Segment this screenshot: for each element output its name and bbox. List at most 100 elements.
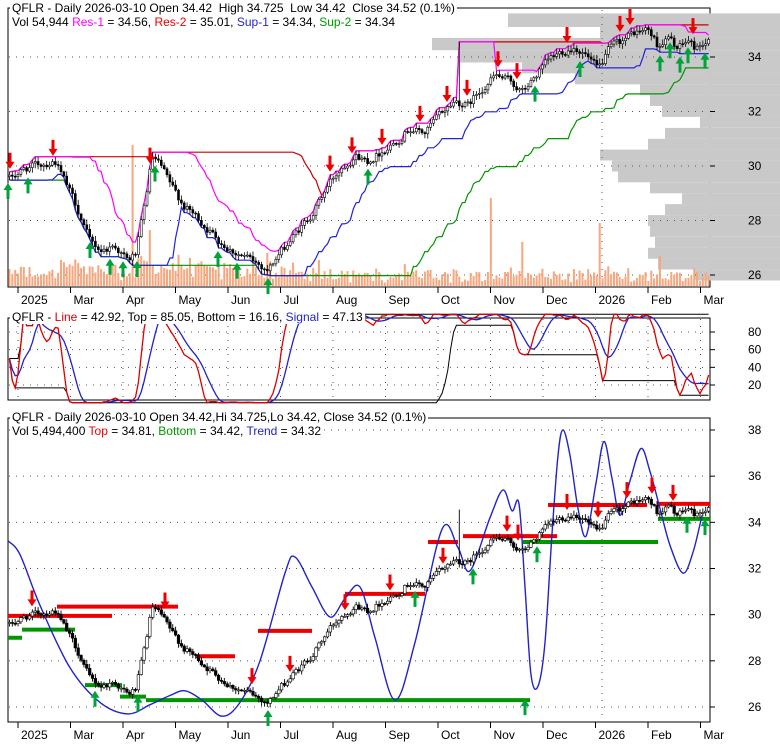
buy-arrow [90,690,100,707]
panel3-x-tick-label: Apr [126,728,145,742]
panel1-signal-arrows [3,9,710,294]
panel2-axes: 80 60 40 20 [710,325,762,392]
buy-arrow [3,182,13,199]
panel1-x-tick-label: Jul [284,293,299,307]
buy-arrow [213,251,223,268]
panel1-volume-bars [8,145,710,286]
panel3-x-tick-label: Jul [284,728,299,742]
sell-arrow [247,668,257,685]
panel3-title: QFLR - Daily 2026-03-10 Open 34.42,Hi 34… [10,410,429,424]
panel3-x-tick-label: Sep [389,728,411,742]
sell-arrow [668,484,678,501]
buy-arrow [263,709,273,726]
sell-arrow [512,63,522,80]
sell-arrow [622,482,632,499]
panel3-candles [7,495,711,708]
sell-arrow [513,524,523,541]
panel3-x-tick-label: Oct [441,728,460,742]
header-segment: = 34.32 [277,424,322,438]
sell-arrow [415,105,425,122]
sell-arrow [562,493,572,510]
buy-arrow [263,277,273,294]
panel2-y-tick-label: 60 [748,343,762,357]
header-segment: QFLR - [12,310,55,324]
header-segment: Vol 54,944 [12,15,73,29]
sell-arrow [160,592,170,609]
panel1-x-tick-label: Oct [441,293,460,307]
panel3-y-tick-label: 28 [748,654,762,668]
buy-arrow [105,258,115,275]
panel1-axes: 34 32 30 28 26 2025 Mar Apr May Jun Jul Aug Sep Oct No… [17,50,762,307]
sell-arrow [493,51,503,68]
panel1-x-tick-label: May [179,293,202,307]
panel2-oscillator [7,317,711,401]
header-segment: = 34.34, [268,15,320,29]
sell-arrow [285,655,295,672]
sell-arrow [562,26,572,43]
buy-arrow [468,568,478,585]
panel2-plot-frame [7,317,711,401]
panel3-x-tick-label: Mar [74,728,95,742]
panel3-trend-wave [7,429,703,717]
panel2-title: QFLR - Line = 42.92, Top = 85.05, Bottom… [10,311,365,324]
panel3-y-tick-label: 38 [748,423,762,437]
panel3-y-tick-label: 30 [748,608,762,622]
panel2-y-tick-label: 40 [748,360,762,374]
header-segment: Line [54,310,78,324]
panel3-x-tick-label: 2025 [21,728,48,742]
header-segment: Trend [246,424,278,438]
sell-arrow [385,574,395,591]
header-segment: Top [88,424,108,438]
panel3-x-tick-label: Jun [231,728,250,742]
buy-arrow [118,261,128,278]
header-segment: = 42.92, Top = 85.05, Bottom = 16.16, [77,310,286,324]
buy-arrow [530,85,540,102]
panel1-y-tick-label: 26 [748,268,762,282]
buy-arrow [700,52,710,69]
panel3-x-tick-label: Mar [704,728,725,742]
panel3-x-tick-label: May [179,728,202,742]
header-segment: Sup-2 [319,15,352,29]
panel1-title: QFLR - Daily 2026-03-10 Open 34.42 High … [10,2,457,15]
panel3-y-tick-label: 36 [748,469,762,483]
header-segment: QFLR - Daily 2026-03-10 Open 34.42,Hi 34… [12,410,427,424]
buy-arrow [232,262,242,279]
sell-arrow [347,137,357,154]
panel3-x-tick-label: Feb [651,728,672,742]
buy-arrow [683,47,693,64]
header-segment: = 47.13 [318,310,363,324]
header-segment: = 34.56, [104,15,155,29]
sell-arrow [145,147,155,164]
buy-arrow [700,519,710,536]
header-segment: Sup-1 [236,15,269,29]
panel2-lines [8,312,710,404]
buy-arrow [410,590,420,607]
sell-arrow [340,594,350,611]
panel1-x-tick-label: 2026 [599,293,626,307]
header-segment: Res-2 [154,15,187,29]
header-segment: Vol 5,494,400 [12,424,89,438]
panel3-x-tick-label: Aug [336,728,357,742]
panel1-y-tick-label: 34 [748,50,762,64]
volume-by-price-profile [432,13,780,281]
header-segment: = 35.01, [186,15,237,29]
panel1-indicator-values: Vol 54,944 Res-1 = 34.56, Res-2 = 35.01,… [10,16,397,29]
buy-arrow [133,695,143,712]
panel1-indicator-lines [9,24,710,277]
panel3-x-tick-label: 2026 [599,728,626,742]
panel3-grid [9,420,709,721]
sell-arrow [688,18,698,35]
sell-arrow [625,9,635,26]
panel2-y-tick-label: 20 [748,378,762,392]
buy-arrow [655,55,665,72]
buy-arrow [150,165,160,182]
panel2-grid [9,319,709,399]
panel1-y-tick-label: 32 [748,105,762,119]
buy-arrow [132,260,142,277]
panel3-signal-arrows [27,477,710,726]
header-segment: Signal [285,310,319,324]
panel1-x-tick-label: 2025 [21,293,48,307]
panel1-candles [8,24,710,276]
panel1-x-tick-label: Nov [494,293,515,307]
